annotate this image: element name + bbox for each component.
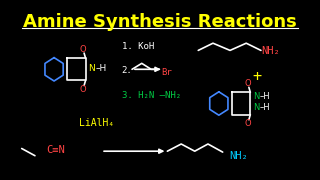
Text: NH₂: NH₂ — [261, 46, 280, 56]
Text: C≡N: C≡N — [47, 145, 66, 155]
Text: N: N — [89, 64, 95, 73]
Text: N: N — [253, 92, 260, 101]
Text: 3. H₂N –NH₂: 3. H₂N –NH₂ — [122, 91, 181, 100]
Text: N: N — [253, 103, 260, 112]
Text: O: O — [80, 85, 86, 94]
Text: –H: –H — [95, 64, 107, 73]
Text: +: + — [253, 69, 262, 84]
Text: 1. KoH: 1. KoH — [122, 42, 154, 51]
Text: O: O — [80, 45, 86, 54]
Text: O: O — [245, 79, 251, 88]
Text: Amine Synthesis Reactions: Amine Synthesis Reactions — [23, 13, 297, 31]
Text: 2.: 2. — [122, 66, 132, 75]
Text: Br: Br — [162, 68, 172, 76]
Text: LiAlH₄: LiAlH₄ — [79, 118, 114, 128]
Text: O: O — [245, 119, 251, 128]
Text: –H: –H — [259, 92, 270, 101]
Text: NH₂: NH₂ — [229, 151, 248, 161]
Text: –H: –H — [259, 103, 270, 112]
